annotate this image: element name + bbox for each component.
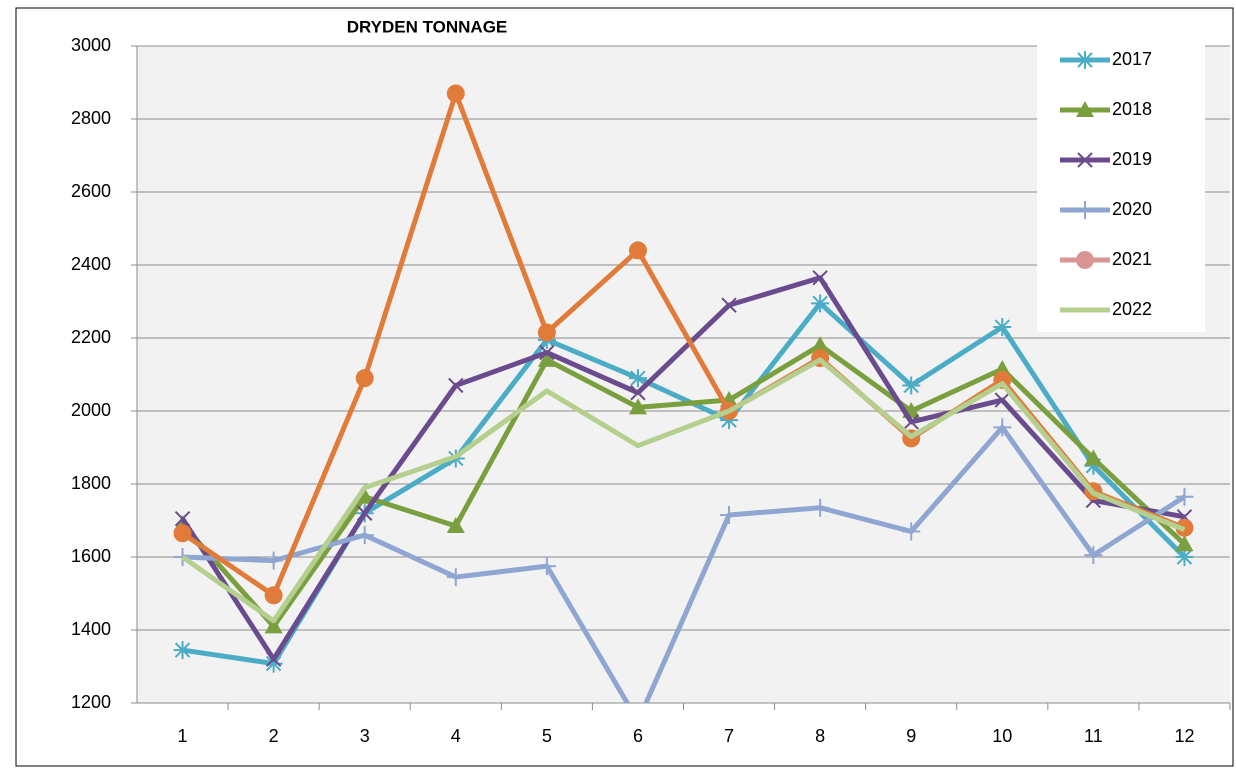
marker — [1076, 101, 1094, 117]
legend-label: 2021 — [1112, 249, 1152, 269]
y-tick-label: 3000 — [71, 35, 111, 55]
chart-title: DRYDEN TONNAGE — [347, 17, 508, 36]
y-tick-label: 1400 — [71, 619, 111, 639]
legend-label: 2022 — [1112, 299, 1152, 319]
marker — [1084, 449, 1103, 466]
legend-label: 2018 — [1112, 99, 1152, 119]
marker — [720, 506, 739, 525]
marker — [994, 392, 1010, 408]
x-tick-label: 4 — [451, 726, 461, 746]
y-tick-label: 1800 — [71, 473, 111, 493]
marker — [630, 385, 646, 401]
y-tick-label: 1200 — [71, 692, 111, 712]
y-tick-label: 2000 — [71, 400, 111, 420]
marker — [628, 398, 647, 415]
marker — [173, 524, 192, 543]
marker — [1076, 201, 1094, 219]
x-tick-label: 6 — [633, 726, 643, 746]
marker — [264, 551, 283, 570]
marker — [1084, 456, 1103, 475]
x-tick-label: 10 — [992, 726, 1012, 746]
marker — [993, 318, 1012, 337]
y-tick-label: 2400 — [71, 254, 111, 274]
marker — [1077, 152, 1093, 168]
x-tick-label: 12 — [1174, 726, 1194, 746]
series-line — [180, 342, 1187, 629]
marker — [173, 641, 192, 660]
marker — [721, 297, 737, 313]
marker — [537, 557, 556, 576]
y-tick-label: 2200 — [71, 327, 111, 347]
y-tick-label: 1600 — [71, 546, 111, 566]
x-tick-label: 2 — [269, 726, 279, 746]
marker — [448, 377, 464, 394]
marker — [902, 376, 921, 395]
series-line — [182, 424, 1186, 703]
marker — [537, 323, 556, 342]
marker — [720, 411, 739, 430]
marker — [812, 270, 828, 286]
marker — [265, 651, 282, 667]
y-tick-label: 2800 — [71, 108, 111, 128]
marker — [357, 505, 373, 521]
legend: 2017 2018 2019 2020 2021 2022 — [1060, 49, 1152, 319]
series-group — [173, 84, 1194, 703]
marker — [902, 522, 921, 541]
marker — [264, 617, 283, 634]
marker — [355, 369, 374, 388]
marker — [993, 418, 1012, 437]
x-tick-label: 11 — [1084, 726, 1103, 746]
marker — [1076, 51, 1094, 69]
marker — [355, 487, 374, 504]
marker — [1076, 251, 1094, 269]
legend-label: 2020 — [1112, 199, 1152, 219]
marker — [1084, 546, 1103, 565]
x-tick-label: 1 — [178, 726, 188, 746]
marker — [1175, 487, 1194, 506]
legend-label: 2019 — [1112, 149, 1152, 169]
marker — [446, 516, 465, 533]
marker — [264, 586, 283, 605]
marker — [355, 526, 374, 545]
marker — [811, 498, 830, 517]
x-tick-label: 3 — [360, 726, 370, 746]
marker — [539, 344, 555, 361]
legend-box — [1037, 38, 1205, 332]
marker — [264, 654, 283, 673]
x-tick-label: 7 — [724, 726, 734, 746]
marker — [174, 510, 191, 527]
marker — [628, 369, 647, 388]
marker — [537, 350, 556, 367]
marker — [811, 336, 830, 353]
marker — [811, 294, 830, 313]
marker — [446, 84, 465, 103]
marker — [1175, 535, 1194, 552]
marker — [1175, 548, 1194, 566]
x-tick-label: 5 — [542, 726, 552, 746]
x-tick-label: 9 — [906, 726, 916, 746]
x-tick-label: 8 — [815, 726, 825, 746]
marker — [628, 241, 647, 260]
y-tick-label: 2600 — [71, 181, 111, 201]
marker — [446, 568, 465, 587]
legend-label: 2017 — [1112, 49, 1152, 69]
marker — [993, 360, 1012, 377]
series-line — [181, 357, 1186, 624]
marker — [903, 414, 919, 430]
